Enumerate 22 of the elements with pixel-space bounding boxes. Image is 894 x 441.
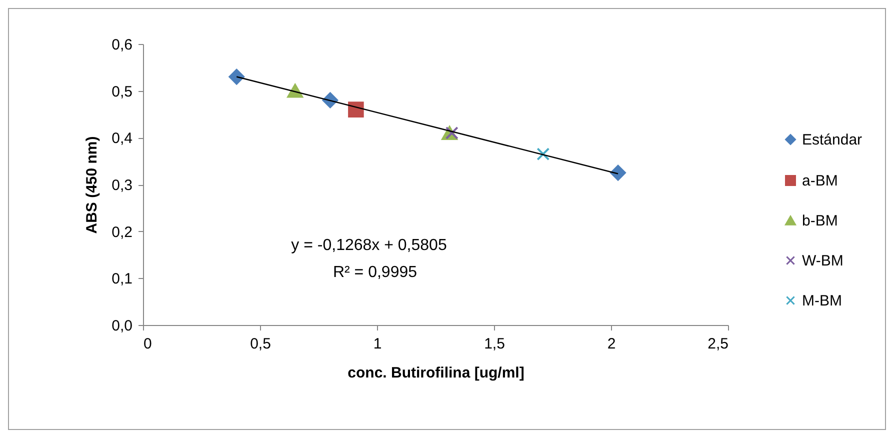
y-tick-label: 0,3 [112,177,132,194]
x-tick-label: 2 [607,336,616,352]
x-tick-label: 2,5 [708,336,728,352]
y-axis-title: ABS (450 nm) [84,136,101,234]
legend-label: b-BM [802,212,838,230]
annotation: R² = 0,9995 [332,264,418,281]
legend-label: Estándar [802,132,862,148]
y-tick-label: 0,6 [112,36,132,54]
y-tick-label: 0,0 [112,318,132,334]
annotation: y = -0,1268x + 0,5805 [291,237,447,254]
y-tick-label: 0,4 [112,130,132,148]
x-axis-title: conc. Butirofilina [ug/ml] [348,364,524,382]
x-tick-label: 0 [144,336,152,352]
legend-label: a-BM [802,172,838,190]
x-tick-label: 0,5 [250,336,271,352]
legend-label: W-BM [802,252,844,270]
x-tick-label: 1,5 [484,336,505,352]
y-tick-label: 0,2 [112,224,132,241]
y-tick-label: 0,1 [112,270,132,288]
y-tick-label: 0,5 [112,83,132,100]
x-tick-label: 1 [373,336,382,352]
legend-label: M-BM [802,292,842,310]
